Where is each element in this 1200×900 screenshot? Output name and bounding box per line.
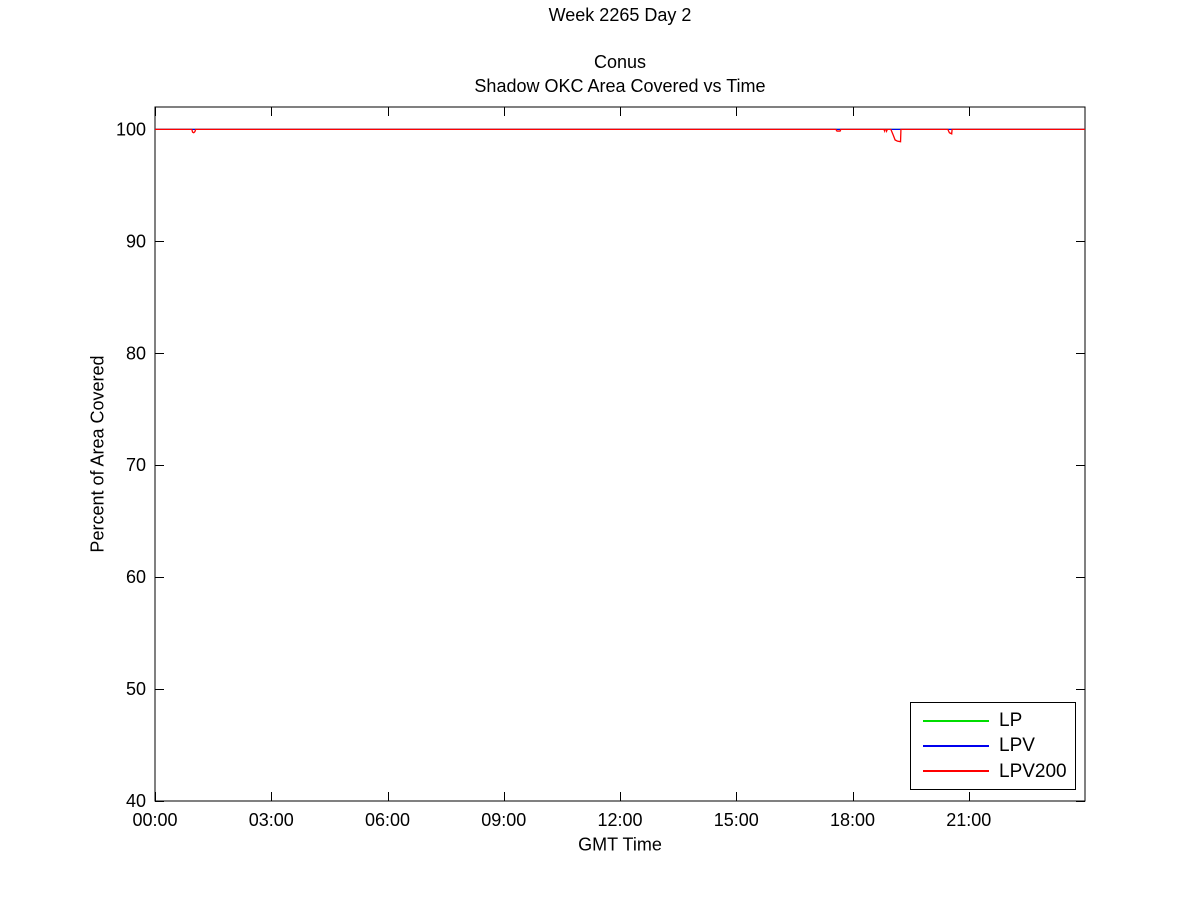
legend-line-sample-lpv200 (923, 770, 989, 773)
legend-label-lpv200: LPV200 (999, 760, 1067, 782)
y-axis-label: Percent of Area Covered (87, 355, 108, 553)
svg-text:00:00: 00:00 (132, 810, 177, 830)
svg-text:50: 50 (126, 679, 146, 699)
legend: LP LPV LPV200 (910, 702, 1076, 790)
chart-title: Week 2265 Day 2 (548, 5, 692, 25)
svg-text:03:00: 03:00 (249, 810, 294, 830)
x-axis-label: GMT Time (578, 834, 662, 855)
svg-text:90: 90 (126, 231, 146, 251)
chart-subtitle-line1: Conus (593, 52, 647, 72)
svg-text:15:00: 15:00 (714, 810, 759, 830)
svg-text:09:00: 09:00 (481, 810, 526, 830)
legend-item-lp: LP (911, 709, 1075, 733)
chart-subtitle: Conus Shadow OKC Area Covered vs Time (474, 50, 765, 98)
svg-text:12:00: 12:00 (597, 810, 642, 830)
svg-text:18:00: 18:00 (830, 810, 875, 830)
legend-label-lp: LP (999, 710, 1023, 732)
svg-text:60: 60 (126, 567, 146, 587)
legend-label-lpv: LPV (999, 735, 1035, 757)
svg-text:21:00: 21:00 (946, 810, 991, 830)
legend-line-sample-lp (923, 719, 989, 722)
svg-text:80: 80 (126, 343, 146, 363)
legend-line-sample-lpv (923, 744, 989, 747)
svg-text:70: 70 (126, 455, 146, 475)
legend-item-lpv200: LPV200 (911, 759, 1075, 783)
legend-item-lpv: LPV (911, 734, 1075, 758)
svg-text:100: 100 (116, 119, 146, 139)
svg-text:06:00: 06:00 (365, 810, 410, 830)
svg-text:40: 40 (126, 791, 146, 811)
chart-subtitle-line2: Shadow OKC Area Covered vs Time (474, 76, 766, 96)
